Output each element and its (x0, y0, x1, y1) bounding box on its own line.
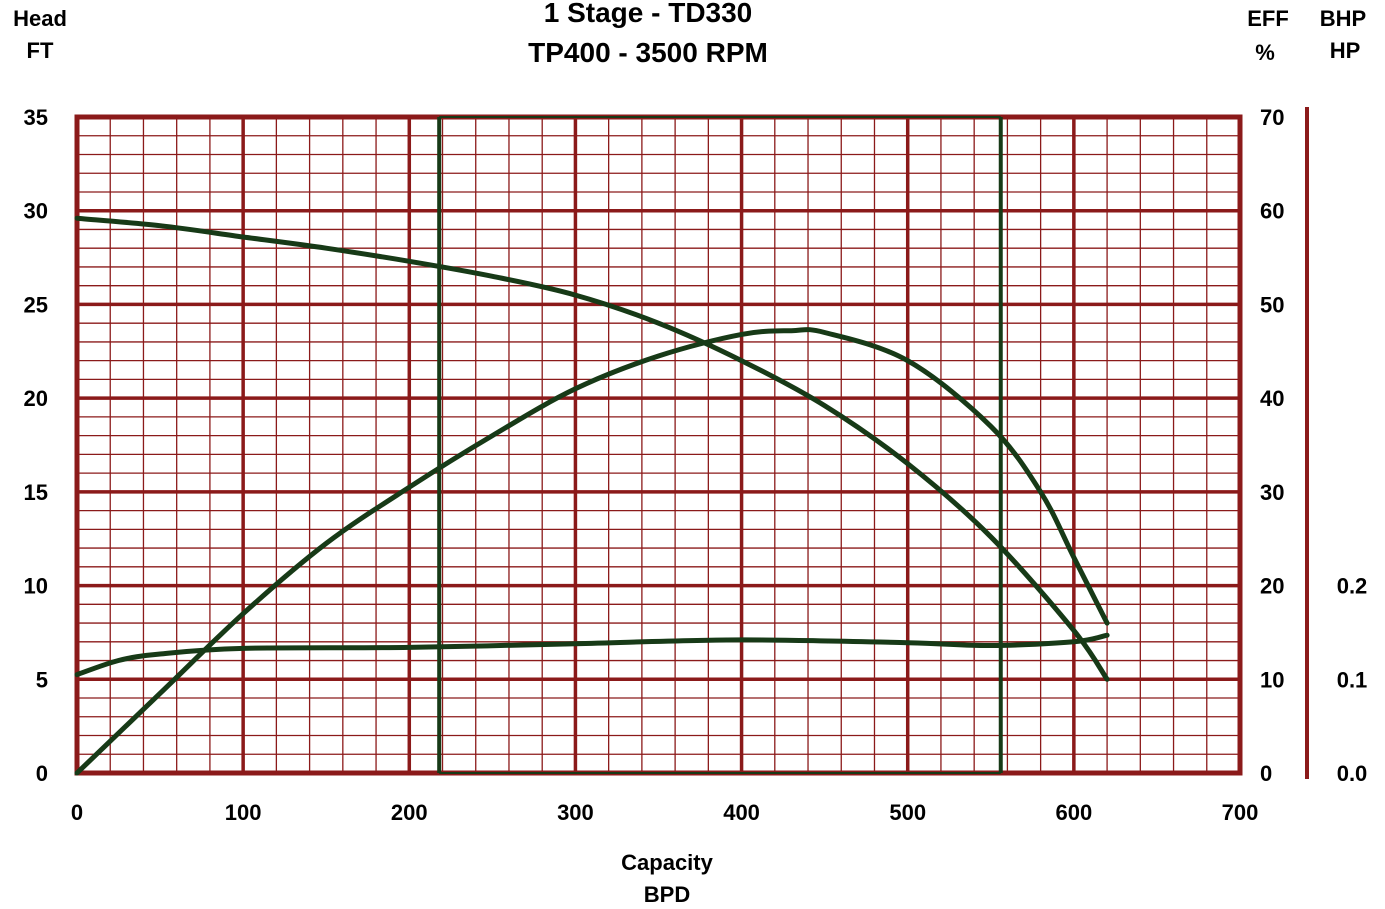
head-tick-label: 30 (24, 199, 48, 224)
bhp-tick-label: 0.2 (1337, 574, 1368, 599)
eff-tick-label: 40 (1260, 386, 1284, 411)
head-tick-label: 20 (24, 386, 48, 411)
left-axis-label-line-1: Head (13, 6, 67, 31)
eff-axis-label-line-1: EFF (1247, 6, 1289, 31)
bhp-tick-label: 0.1 (1337, 667, 1368, 692)
bhp-curve (74, 632, 1110, 678)
eff-tick-label: 70 (1260, 105, 1284, 130)
head-tick-label: 25 (24, 292, 48, 317)
x-tick-label: 600 (1055, 800, 1092, 825)
head-tick-label: 5 (36, 667, 48, 692)
chart-title-line-1: 1 Stage - TD330 (544, 0, 753, 28)
recommended-range (437, 116, 1003, 774)
bhp-tick-label: 0.0 (1337, 761, 1368, 786)
eff-curve (74, 327, 1110, 776)
x-tick-label: 100 (225, 800, 262, 825)
head-curve (74, 215, 1110, 682)
eff-tick-label: 20 (1260, 574, 1284, 599)
eff-tick-label: 60 (1260, 199, 1284, 224)
tick-labels: 0 100 200 300 400 500 600 700051015202530350102… (24, 105, 1368, 825)
left-axis-label-line-2: FT (27, 38, 54, 63)
head-tick-label: 0 (36, 761, 48, 786)
x-tick-label: 500 (889, 800, 926, 825)
bhp-axis-label-line-1: BHP (1320, 6, 1366, 31)
x-tick-label: 300 (557, 800, 594, 825)
bhp-axis-label-line-2: HP (1330, 38, 1361, 63)
x-axis-label-line-1: Capacity (621, 850, 713, 875)
x-tick-label: 400 (723, 800, 760, 825)
eff-axis-label-line-2: % (1255, 40, 1275, 65)
x-tick-label: 700 (1222, 800, 1259, 825)
chart-title-line-2: TP400 - 3500 RPM (528, 37, 768, 68)
eff-tick-label: 0 (1260, 761, 1272, 786)
x-axis-label-line-2: BPD (644, 882, 690, 907)
eff-tick-label: 10 (1260, 667, 1284, 692)
curves (74, 215, 1110, 776)
head-tick-label: 15 (24, 480, 48, 505)
eff-tick-label: 50 (1260, 292, 1284, 317)
eff-tick-label: 30 (1260, 480, 1284, 505)
head-tick-label: 10 (24, 574, 48, 599)
head-tick-label: 35 (24, 105, 48, 130)
x-tick-label: 200 (391, 800, 428, 825)
x-tick-label: 0 (71, 800, 83, 825)
